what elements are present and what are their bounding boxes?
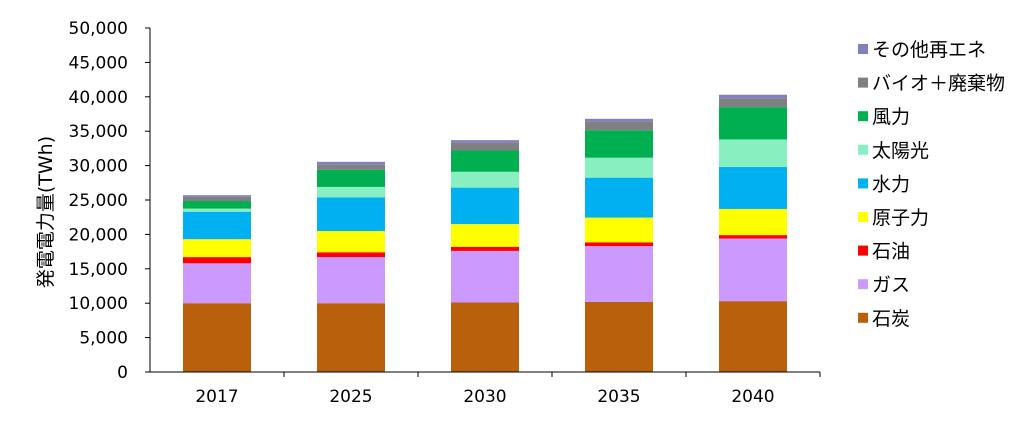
legend-label: ガス — [872, 274, 910, 296]
bar-segment — [451, 224, 519, 247]
bar-segment — [451, 140, 519, 143]
bar-segment — [585, 157, 653, 178]
bar-segment — [317, 164, 385, 170]
bar-segment — [183, 239, 251, 258]
bar-segment — [585, 177, 653, 218]
bar-segment — [183, 211, 251, 240]
y-tick-label: 0 — [117, 363, 128, 383]
y-axis-label: 発電電力量(TWh) — [35, 136, 57, 288]
bar-segment — [585, 301, 653, 372]
x-tick-label: 2030 — [463, 387, 506, 407]
bar-segment — [183, 195, 251, 197]
bar-series — [183, 94, 787, 372]
y-tick-label: 5,000 — [79, 329, 128, 349]
bar-segment — [719, 94, 787, 99]
bar-segment — [719, 166, 787, 209]
legend-label: バイオ＋廃棄物 — [872, 73, 1005, 95]
bar-segment — [183, 303, 251, 372]
x-tick-label: 2035 — [597, 387, 640, 407]
bar-segment — [317, 161, 385, 165]
legend-swatch — [858, 245, 868, 256]
bar-segment — [719, 208, 787, 236]
bar-segment — [317, 197, 385, 231]
bar-segment — [719, 235, 787, 239]
legend-swatch — [858, 279, 868, 290]
y-tick-label: 40,000 — [69, 88, 128, 108]
y-tick-label: 45,000 — [69, 53, 128, 73]
legend-label: 石油 — [872, 241, 910, 263]
bar-segment — [585, 217, 653, 243]
y-axis-ticks: 0 5,000 10,000 15,000 20,000 25,000 30,000 35,0… — [69, 19, 150, 383]
y-tick-label: 30,000 — [69, 157, 128, 177]
bar-segment — [451, 187, 519, 225]
legend-label: 石炭 — [872, 308, 910, 330]
y-tick-label: 25,000 — [69, 191, 128, 211]
bar-segment — [585, 121, 653, 131]
bar-segment — [183, 263, 251, 304]
bar-segment — [585, 130, 653, 158]
bar-segment — [585, 118, 653, 122]
x-axis-ticks: 2017 2025 2030 2035 2040 — [195, 372, 821, 407]
bar-segment — [317, 303, 385, 372]
bar-segment — [585, 242, 653, 247]
y-tick-label: 50,000 — [69, 19, 128, 39]
y-tick-label: 35,000 — [69, 122, 128, 142]
legend-swatch — [858, 144, 868, 155]
legend-label: 太陽光 — [872, 140, 929, 162]
legend-label: その他再エネ — [872, 39, 986, 61]
bar-segment — [719, 139, 787, 167]
legend-swatch — [858, 212, 868, 222]
legend-label: 原子力 — [872, 207, 929, 229]
legend-swatch — [858, 312, 868, 323]
legend-swatch — [858, 178, 868, 189]
bar-segment — [317, 186, 385, 198]
bar-segment — [451, 246, 519, 251]
bar-segment — [451, 142, 519, 151]
bar-segment — [719, 107, 787, 140]
y-tick-label: 15,000 — [69, 260, 128, 280]
bar-segment — [317, 252, 385, 258]
bar-segment — [183, 257, 251, 264]
y-tick-label: 10,000 — [69, 294, 128, 314]
bar-segment — [719, 238, 787, 302]
bar-segment — [451, 150, 519, 172]
bar-segment — [719, 98, 787, 108]
x-tick-label: 2025 — [329, 387, 372, 407]
legend-label: 風力 — [872, 106, 910, 128]
bar-segment — [451, 250, 519, 303]
bar-segment — [317, 257, 385, 304]
bar-segment — [317, 230, 385, 253]
legend-label: 水力 — [872, 173, 910, 195]
bar-segment — [317, 169, 385, 187]
bar-segment — [183, 208, 251, 212]
bar-segment — [719, 301, 787, 372]
y-tick-label: 20,000 — [69, 225, 128, 245]
bar-segment — [451, 171, 519, 188]
axes — [149, 28, 820, 373]
x-tick-label: 2040 — [731, 387, 774, 407]
legend-swatch — [858, 111, 868, 122]
bar-segment — [585, 246, 653, 302]
bar-segment — [451, 302, 519, 372]
bar-segment — [183, 196, 251, 202]
bar-segment — [183, 201, 251, 209]
legend-swatch — [858, 44, 868, 54]
x-tick-label: 2017 — [195, 387, 238, 407]
legend-swatch — [858, 77, 868, 88]
